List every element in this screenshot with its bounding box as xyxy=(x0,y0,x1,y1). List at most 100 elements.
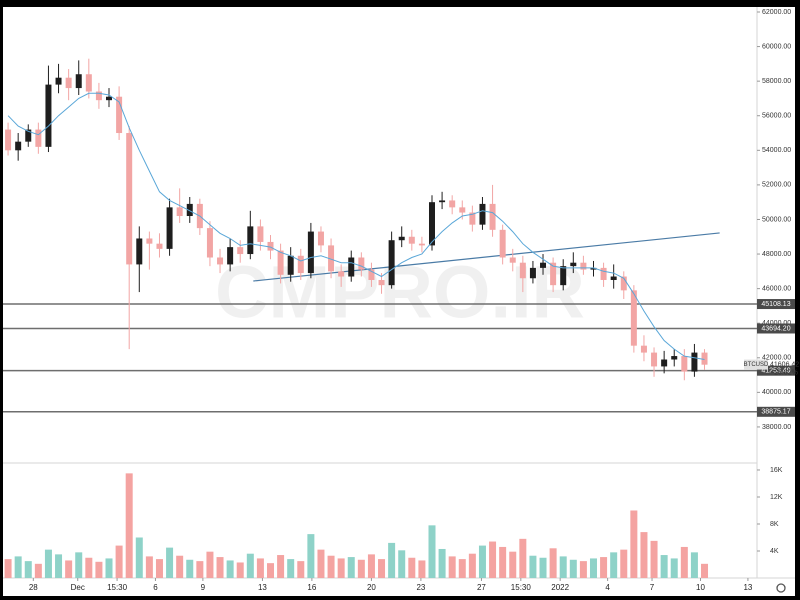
volume-bar xyxy=(589,558,597,578)
candle-body xyxy=(55,77,62,85)
price-change: −26.82% xyxy=(770,369,798,376)
y-tick-label: 50000.00 xyxy=(762,216,791,223)
candle-body xyxy=(489,203,496,230)
candle-body xyxy=(701,352,708,365)
volume-bar xyxy=(418,560,426,578)
candle-body xyxy=(560,266,567,286)
volume-bar xyxy=(610,552,618,578)
candle-body xyxy=(85,74,92,92)
volume-bar xyxy=(670,558,678,578)
volume-bar xyxy=(216,557,224,578)
volume-bar xyxy=(539,557,547,578)
candle-body xyxy=(610,276,617,280)
level-label-box xyxy=(757,299,795,310)
x-tick-label: 20 xyxy=(367,583,376,592)
candle-body xyxy=(671,356,678,360)
candle-body xyxy=(590,267,597,270)
candle-body xyxy=(5,129,12,151)
candle-body xyxy=(95,91,102,101)
volume-bar xyxy=(307,534,315,578)
candle-body xyxy=(136,238,143,265)
level-label: 45108.13 xyxy=(761,301,790,308)
volume-bar xyxy=(357,559,365,578)
volume-bar xyxy=(14,556,22,578)
last-price: 41606.42 xyxy=(770,361,799,368)
volume-bar xyxy=(327,555,335,578)
chart-background xyxy=(3,7,795,596)
volume-bar xyxy=(529,555,537,578)
candle-body xyxy=(580,262,587,270)
x-tick-label: 10 xyxy=(696,583,705,592)
volume-bar xyxy=(44,549,52,578)
volume-bar xyxy=(458,559,466,578)
candle-body xyxy=(479,203,486,225)
candle-body xyxy=(469,212,476,225)
candle-body xyxy=(600,267,607,280)
volume-bar xyxy=(85,557,93,578)
x-tick-label: 9 xyxy=(201,583,206,592)
watermark: CMPRO.IR xyxy=(215,251,585,334)
volume-bar xyxy=(95,561,103,578)
volume-bar xyxy=(620,549,628,578)
level-label: 41253.49 xyxy=(761,368,790,375)
volume-bar xyxy=(75,552,83,578)
candle-body xyxy=(529,267,536,279)
volume-bar xyxy=(690,552,698,578)
candle-body xyxy=(126,133,133,265)
x-tick-label: 28 xyxy=(29,583,38,592)
volume-bar xyxy=(277,555,285,578)
settings-gear[interactable] xyxy=(776,583,786,593)
candle-body xyxy=(176,207,183,217)
volume-bar xyxy=(367,554,375,578)
candle-body xyxy=(227,247,234,265)
candle-body xyxy=(287,255,294,275)
level-label-box xyxy=(757,323,795,334)
volume-bar xyxy=(499,546,507,578)
volume-bar xyxy=(155,559,163,578)
candle-body xyxy=(630,290,637,346)
x-tick-label: 7 xyxy=(650,583,655,592)
candle-body xyxy=(146,238,153,244)
candle-body xyxy=(307,231,314,274)
candle-body xyxy=(358,257,365,270)
candle-body xyxy=(348,257,355,277)
y-tick-label: 38000.00 xyxy=(762,424,791,431)
candle-body xyxy=(428,202,435,246)
candle-body xyxy=(45,84,52,147)
candle-body xyxy=(661,359,668,367)
x-tick-label: 6 xyxy=(153,583,158,592)
moving-average xyxy=(7,92,705,360)
candle-body xyxy=(509,257,516,263)
candle-body xyxy=(499,229,506,258)
candle-body xyxy=(620,276,627,291)
volume-bar xyxy=(145,556,153,578)
candle-body xyxy=(25,129,32,142)
volume-bar xyxy=(347,557,355,578)
candle-body xyxy=(570,262,577,267)
level-label-box xyxy=(757,406,795,417)
y-tick-label: 48000.00 xyxy=(762,251,791,258)
volume-bar xyxy=(448,556,456,578)
candle-body xyxy=(398,236,405,241)
volume-bar xyxy=(55,554,63,578)
candle-body xyxy=(186,203,193,217)
volume-bar xyxy=(65,560,73,578)
volume-bar xyxy=(408,557,416,578)
y-tick-label: 62000.00 xyxy=(762,9,791,16)
candle-body xyxy=(439,200,446,203)
volume-bar xyxy=(468,553,476,578)
volume-bar xyxy=(701,563,709,578)
volume-bar xyxy=(206,551,214,578)
candle-body xyxy=(328,245,335,272)
candle-body xyxy=(388,240,395,286)
candle-body xyxy=(378,279,385,286)
volume-bar xyxy=(630,510,638,578)
volume-bar xyxy=(680,546,688,578)
candle-body xyxy=(277,250,284,275)
volume-bar xyxy=(135,537,143,578)
volume-bar xyxy=(115,545,123,578)
volume-tick-label: 8K xyxy=(770,521,779,528)
settings-icon[interactable] xyxy=(776,583,786,593)
volume-bar xyxy=(176,555,184,578)
